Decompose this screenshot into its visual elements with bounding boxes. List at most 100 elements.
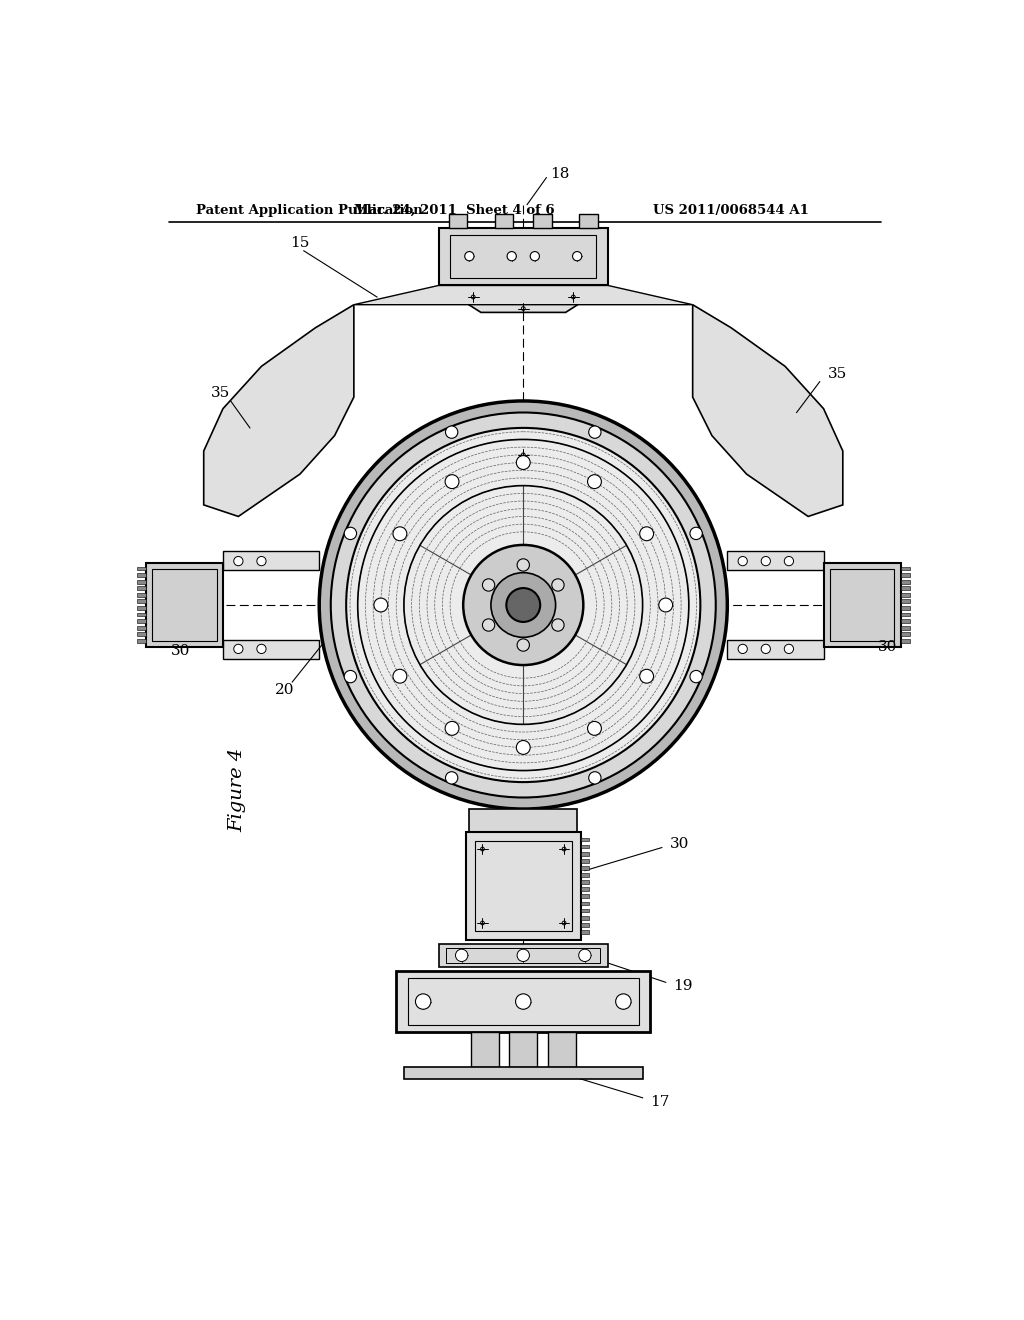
Circle shape — [490, 573, 556, 638]
Circle shape — [640, 669, 653, 684]
Circle shape — [516, 455, 530, 470]
Bar — [534, 214, 552, 227]
Bar — [509, 1032, 538, 1067]
Bar — [900, 593, 909, 597]
Circle shape — [416, 994, 431, 1010]
Bar — [446, 948, 600, 964]
Circle shape — [784, 644, 794, 653]
Bar — [548, 1032, 575, 1067]
Bar — [495, 214, 513, 227]
Circle shape — [465, 252, 474, 261]
Circle shape — [738, 557, 748, 566]
Text: 19: 19 — [674, 979, 693, 993]
Text: 30: 30 — [670, 837, 689, 850]
Circle shape — [445, 772, 458, 784]
Bar — [581, 908, 590, 912]
Bar — [466, 832, 581, 940]
Bar — [581, 887, 590, 891]
Circle shape — [507, 252, 516, 261]
Bar — [137, 566, 146, 570]
Bar — [471, 1032, 499, 1067]
Circle shape — [344, 671, 356, 682]
Bar — [900, 606, 909, 610]
Bar — [475, 841, 571, 931]
Bar — [137, 586, 146, 590]
Text: US 2011/0068544 A1: US 2011/0068544 A1 — [653, 205, 809, 218]
Bar — [581, 916, 590, 920]
Bar — [137, 632, 146, 636]
Text: 20: 20 — [274, 682, 294, 697]
Bar — [900, 586, 909, 590]
Circle shape — [761, 557, 770, 566]
Text: 15: 15 — [290, 236, 309, 249]
Circle shape — [572, 252, 582, 261]
Circle shape — [588, 722, 601, 735]
Bar — [153, 569, 217, 642]
Circle shape — [482, 619, 495, 631]
Circle shape — [690, 527, 702, 540]
Circle shape — [588, 475, 601, 488]
Bar — [396, 970, 650, 1032]
Bar — [581, 873, 590, 876]
Bar — [580, 214, 598, 227]
Bar — [900, 579, 909, 583]
Circle shape — [482, 578, 495, 591]
Circle shape — [374, 598, 388, 612]
Circle shape — [738, 644, 748, 653]
Bar — [900, 566, 909, 570]
Bar — [137, 593, 146, 597]
Text: 18: 18 — [550, 166, 569, 181]
Bar — [137, 599, 146, 603]
Circle shape — [517, 558, 529, 572]
Circle shape — [784, 557, 794, 566]
Circle shape — [640, 527, 653, 541]
Circle shape — [579, 949, 591, 961]
Circle shape — [393, 669, 407, 684]
Bar — [581, 902, 590, 906]
Circle shape — [331, 412, 716, 797]
Text: Mar. 24, 2011  Sheet 4 of 6: Mar. 24, 2011 Sheet 4 of 6 — [353, 205, 554, 218]
Circle shape — [615, 994, 631, 1010]
Bar — [451, 235, 596, 277]
Circle shape — [517, 949, 529, 961]
Polygon shape — [692, 305, 843, 516]
Bar — [581, 923, 590, 927]
Text: 35: 35 — [211, 387, 230, 400]
Circle shape — [346, 428, 700, 781]
Circle shape — [517, 639, 529, 651]
Bar — [137, 619, 146, 623]
Text: Figure 4: Figure 4 — [227, 747, 246, 832]
Bar — [469, 809, 578, 832]
Bar — [900, 639, 909, 643]
Bar — [581, 880, 590, 884]
Text: 35: 35 — [827, 367, 847, 381]
Bar — [900, 599, 909, 603]
Bar — [581, 851, 590, 855]
Bar — [137, 573, 146, 577]
Bar — [829, 569, 894, 642]
Bar — [581, 859, 590, 863]
Bar — [581, 866, 590, 870]
Bar — [900, 619, 909, 623]
Circle shape — [319, 401, 727, 809]
Circle shape — [552, 578, 564, 591]
Bar — [438, 227, 608, 285]
Bar — [223, 640, 319, 659]
Circle shape — [506, 589, 541, 622]
Bar — [581, 929, 590, 933]
Circle shape — [530, 252, 540, 261]
Circle shape — [233, 557, 243, 566]
Circle shape — [445, 722, 459, 735]
Circle shape — [589, 426, 601, 438]
Bar — [137, 579, 146, 583]
Circle shape — [445, 426, 458, 438]
Bar — [900, 573, 909, 577]
Bar — [408, 978, 639, 1024]
Bar — [438, 944, 608, 966]
Circle shape — [658, 598, 673, 612]
Circle shape — [257, 644, 266, 653]
Bar — [823, 562, 900, 647]
Bar — [137, 606, 146, 610]
Bar — [146, 562, 223, 647]
Bar — [223, 552, 319, 570]
